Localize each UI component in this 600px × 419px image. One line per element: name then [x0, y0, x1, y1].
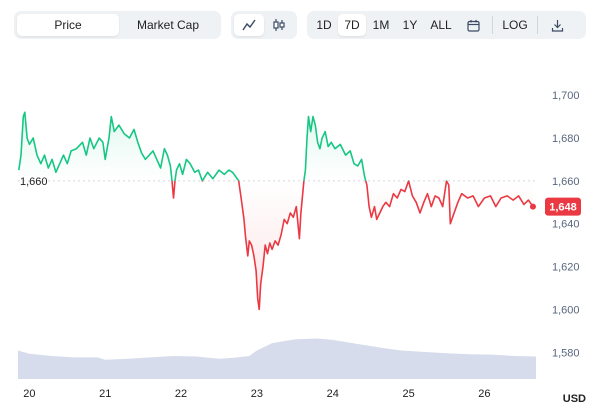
x-tick-label: 25: [402, 388, 414, 400]
range-all[interactable]: ALL: [424, 14, 458, 36]
price-line-up: [18, 111, 448, 181]
current-price-label: 1,648: [549, 202, 577, 214]
range-1m[interactable]: 1M: [366, 14, 396, 36]
y-tick-label: 1,700: [552, 90, 580, 102]
download-icon: [551, 19, 563, 32]
price-fill-group: [18, 112, 536, 310]
line-chart-icon: [242, 19, 256, 31]
x-tick-label: 24: [327, 388, 339, 400]
tab-price[interactable]: Price: [17, 14, 119, 36]
candlestick-button[interactable]: [264, 14, 294, 36]
y-tick-label: 1,660: [552, 176, 580, 188]
x-tick-label: 23: [251, 388, 263, 400]
x-tick-label: 21: [99, 388, 111, 400]
y-axis: 1,700 1,680 1,660 1,640 1,620 1,600 1,580: [552, 90, 580, 359]
reference-value-label: 1,660: [20, 176, 48, 188]
volume-area-group: [18, 338, 536, 379]
tab-market-cap[interactable]: Market Cap: [119, 14, 217, 36]
calendar-icon: [466, 19, 480, 32]
price-line-down: [171, 180, 534, 311]
chart-toolbar: Price Market Cap 1D 7D 1M 1Y ALL: [14, 11, 586, 41]
toolbar-divider: [537, 16, 538, 34]
range-1d[interactable]: 1D: [310, 14, 338, 36]
y-tick-label: 1,640: [552, 219, 580, 231]
volume-area: [18, 338, 536, 379]
line-chart-button[interactable]: [234, 14, 264, 36]
price-fill-up: [18, 112, 533, 181]
y-tick-label: 1,620: [552, 262, 580, 274]
candlestick-icon: [273, 19, 285, 31]
x-axis: 20 21 22 23 24 25 26: [23, 388, 490, 400]
y-tick-label: 1,600: [552, 304, 580, 316]
calendar-button[interactable]: [458, 14, 488, 36]
log-scale-button[interactable]: LOG: [497, 14, 533, 36]
x-tick-label: 20: [23, 388, 35, 400]
metric-toggle: Price Market Cap: [14, 11, 221, 39]
range-toggle: 1D 7D 1M 1Y ALL LOG: [307, 11, 586, 39]
price-line-group: [18, 111, 534, 311]
price-badges: 1,660 1,648: [20, 176, 581, 216]
current-price-dot: [529, 203, 536, 210]
download-button[interactable]: [542, 14, 572, 36]
chart-type-toggle: [231, 11, 297, 39]
current-price-badge: [545, 197, 581, 216]
range-7d[interactable]: 7D: [338, 14, 366, 36]
x-tick-label: 26: [478, 388, 490, 400]
y-tick-label: 1,680: [552, 133, 580, 145]
currency-label: USD: [562, 393, 586, 405]
y-tick-label: 1,580: [552, 347, 580, 359]
x-tick-label: 22: [175, 388, 187, 400]
price-fill-down: [171, 180, 533, 310]
toolbar-divider: [492, 16, 493, 34]
range-1y[interactable]: 1Y: [396, 14, 424, 36]
